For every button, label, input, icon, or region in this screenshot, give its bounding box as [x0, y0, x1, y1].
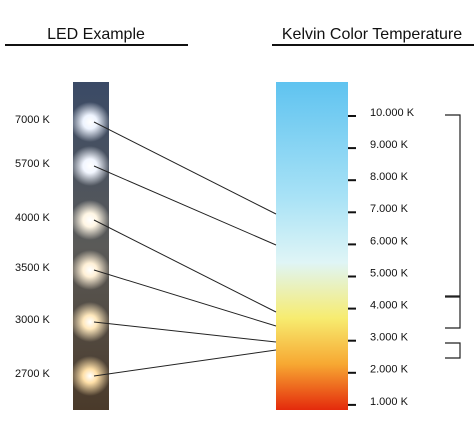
led-label: 4000 K [15, 212, 51, 224]
connector [93, 121, 277, 215]
led [70, 302, 110, 342]
left-title: LED Example [47, 26, 145, 43]
connector [93, 321, 277, 343]
scale-label: 10.000 K [370, 107, 415, 119]
scale-label: 4.000 K [370, 300, 409, 312]
led [70, 102, 110, 142]
scale-label: 8.000 K [370, 171, 409, 183]
led [70, 250, 110, 290]
scale-label: 5.000 K [370, 267, 409, 279]
led-label: 3000 K [15, 314, 51, 326]
scale-label: 9.000 K [370, 139, 409, 151]
led [70, 356, 110, 396]
scale-label: 3.000 K [370, 332, 409, 344]
led [70, 146, 110, 186]
led-label: 3500 K [15, 262, 51, 274]
led-label: 2700 K [15, 368, 51, 380]
led [70, 200, 110, 240]
right-title: Kelvin Color Temperature [282, 26, 462, 43]
scale-label: 1.000 K [370, 396, 409, 408]
connector [93, 349, 277, 377]
led-label: 7000 K [15, 114, 51, 126]
kelvin-bar [276, 82, 348, 410]
scale-label: 7.000 K [370, 203, 409, 215]
bracket [445, 114, 461, 359]
scale-label: 2.000 K [370, 364, 409, 376]
connector [93, 165, 277, 246]
led-label: 5700 K [15, 158, 51, 170]
connector [93, 219, 277, 313]
scale-label: 6.000 K [370, 235, 409, 247]
connector [93, 269, 277, 327]
